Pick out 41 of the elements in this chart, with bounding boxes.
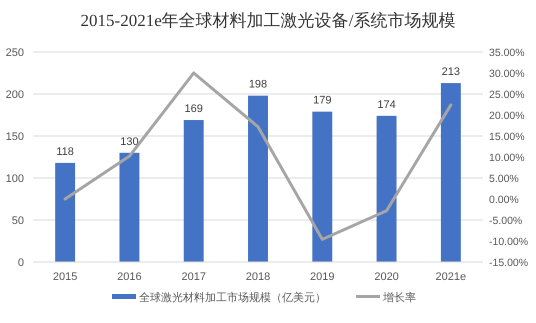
y2-tick-label: 25.00% (489, 89, 525, 101)
y2-tick-label: 5.00% (489, 173, 519, 185)
y2-tick-label: 10.00% (489, 152, 525, 164)
bar (440, 83, 461, 262)
bar (248, 96, 268, 262)
bar (55, 162, 76, 262)
y-tick-label: 0 (18, 257, 24, 269)
y-tick-label: 50 (12, 215, 24, 227)
bar (376, 116, 397, 262)
y-tick-label: 200 (6, 89, 24, 101)
y2-tick-label: -10.00% (489, 236, 528, 248)
data-label: 213 (442, 66, 460, 78)
y2-tick-label: -5.00% (489, 215, 522, 227)
y2-tick-label: 35.00% (489, 47, 525, 59)
x-tick-label: 2017 (181, 271, 206, 283)
x-tick-label: 2021e (436, 271, 466, 283)
data-label: 198 (248, 78, 268, 91)
y-tick-label: 100 (6, 173, 24, 185)
x-tick-label: 2016 (117, 271, 142, 283)
y-tick-label: 250 (6, 47, 24, 59)
bar (184, 120, 204, 262)
chart-title: 2015-2021e年全球材料加工激光设备/系统市场规模 (80, 11, 456, 30)
x-tick-label: 2020 (374, 271, 399, 283)
y-tick-label: 150 (6, 131, 24, 143)
data-label: 179 (313, 94, 332, 107)
y2-tick-label: 15.00% (489, 131, 525, 143)
data-label: 169 (184, 103, 203, 116)
x-tick-label: 2019 (310, 271, 335, 283)
bar (312, 112, 332, 262)
y2-tick-label: 30.00% (489, 68, 525, 80)
data-label: 130 (120, 136, 139, 148)
legend-label: 全球激光材料加工市场规模（亿美元） (139, 291, 326, 304)
y2-tick-label: 0.00% (489, 194, 519, 206)
bar (119, 152, 140, 262)
data-label: 174 (377, 98, 396, 111)
x-tick-label: 2015 (52, 271, 78, 283)
data-label: 118 (56, 146, 74, 158)
y2-tick-label: 20.00% (489, 110, 525, 122)
legend-label: 增长率 (382, 291, 416, 304)
x-tick-label: 2018 (246, 271, 270, 283)
y2-tick-label: -15.00% (489, 257, 528, 269)
